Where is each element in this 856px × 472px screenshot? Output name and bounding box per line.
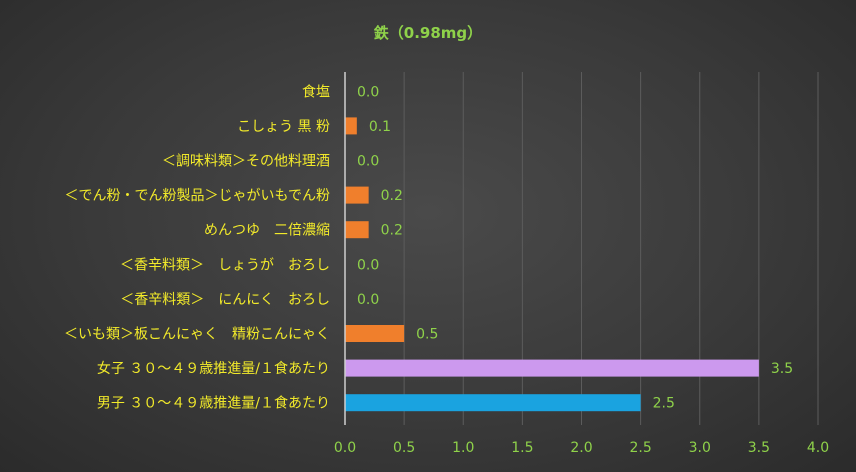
bar xyxy=(345,221,369,239)
bars xyxy=(345,117,759,412)
x-tick-label: 0.5 xyxy=(393,440,415,456)
x-tick-label: 2.5 xyxy=(629,440,651,456)
data-label: 0.0 xyxy=(357,84,379,100)
x-tick-label: 4.0 xyxy=(807,440,829,456)
bar xyxy=(345,359,759,377)
x-tick-label: 3.5 xyxy=(748,440,770,456)
category-label: ＜調味料類＞その他料理酒 xyxy=(162,154,330,170)
x-tick-label: 1.0 xyxy=(452,440,474,456)
gridlines xyxy=(403,72,819,425)
x-tick-label: 0.0 xyxy=(334,440,356,456)
category-label: めんつゆ 二倍濃縮 xyxy=(204,223,330,239)
category-label: 食塩 xyxy=(302,83,330,100)
category-label: こしょう 黒 粉 xyxy=(237,119,330,135)
data-labels: 0.0 0.1 0.0 0.2 0.2 0.0 0.0 0.5 3.5 2.5 xyxy=(357,84,793,411)
data-label: 0.2 xyxy=(381,223,403,239)
category-label: ＜でん粉・でん粉製品＞じゃがいもでん粉 xyxy=(65,188,330,204)
data-label: 0.0 xyxy=(357,257,379,273)
data-label: 2.5 xyxy=(653,396,675,412)
category-label: 男子 ３０～４９歳推進量/１食あたり xyxy=(97,395,330,412)
category-label: ＜いも類＞板こんにゃく 精粉こんにゃく xyxy=(64,327,330,343)
x-tick-label: 1.5 xyxy=(511,440,533,456)
bar xyxy=(345,394,641,412)
data-label: 3.5 xyxy=(771,361,793,377)
data-label: 0.1 xyxy=(369,119,391,135)
x-tick-label: 3.0 xyxy=(689,440,711,456)
bar xyxy=(345,325,405,342)
category-label: 女子 ３０～４９歳推進量/１食あたり xyxy=(97,360,330,377)
data-label: 0.0 xyxy=(357,292,379,308)
bar xyxy=(345,117,357,135)
data-label: 0.0 xyxy=(357,154,379,170)
data-label: 0.5 xyxy=(416,327,438,343)
x-tick-labels: 0.0 0.5 1.0 1.5 2.0 2.5 3.0 3.5 4.0 xyxy=(334,440,829,456)
x-tick-label: 2.0 xyxy=(570,440,592,456)
category-label: ＜香辛料類＞ しょうが おろし xyxy=(120,257,330,273)
category-label: ＜香辛料類＞ にんにく おろし xyxy=(120,292,330,308)
data-label: 0.2 xyxy=(381,188,403,204)
bar xyxy=(345,186,369,204)
chart-title: 鉄（0.98mg） xyxy=(374,24,482,42)
